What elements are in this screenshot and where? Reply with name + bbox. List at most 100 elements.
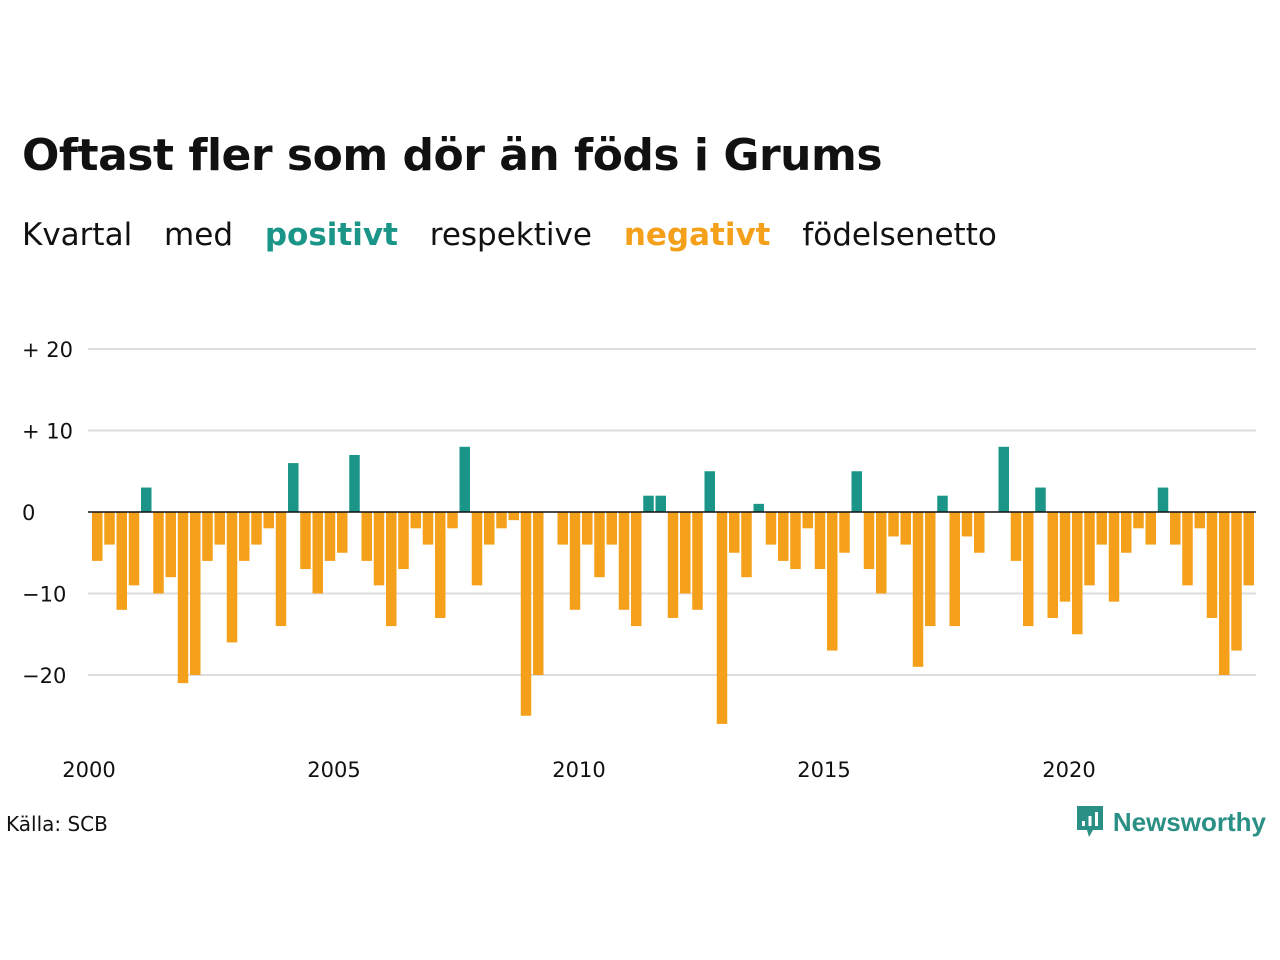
subtitle-positive-label: positivt [264,217,398,253]
bar [851,471,862,512]
bar [520,512,532,716]
bar [1023,512,1034,627]
bar [1096,512,1107,545]
bar [324,512,336,561]
bar [251,512,262,545]
bar [1035,487,1046,512]
bar [790,512,801,570]
bar [961,512,973,537]
bar [1157,487,1169,512]
bar [263,512,274,529]
bar [349,454,360,512]
bar [814,512,826,570]
source-note: Källa: SCB [6,812,108,836]
bar [496,512,507,529]
bar [888,512,899,537]
bar [165,512,176,578]
bar [753,503,764,512]
bar [618,512,630,610]
x-tick-label: 2000 [62,758,115,782]
bar [680,512,691,594]
bar [778,512,789,561]
bar [361,512,372,561]
bar [533,512,544,675]
bar [508,512,519,521]
bar [557,512,568,545]
bar [998,446,1009,512]
bar [190,512,201,675]
bar [116,512,127,610]
brand-name: Newsworthy [1112,806,1266,837]
x-tick-label: 2015 [797,758,850,782]
bar [802,512,813,529]
bar [239,512,250,561]
x-tick-label: 2010 [552,758,605,782]
bar [312,512,323,594]
bar [471,512,483,586]
bar [1206,512,1218,618]
chart-subtitle: Kvartal med positivt respektive negativt… [22,217,1019,253]
bar [912,512,924,667]
bar [337,512,348,553]
bar [300,512,311,570]
bar [288,463,299,512]
bar [373,512,385,586]
bar [1059,512,1071,602]
bar [447,512,458,529]
bar [459,446,470,512]
x-tick-label: 2005 [307,758,360,782]
bar [386,512,397,627]
bar [692,512,703,610]
bar [141,487,152,512]
bar [582,512,593,545]
bar [484,512,495,545]
bar [876,512,887,594]
bar [214,512,225,545]
bar [900,512,911,545]
bar [1170,512,1181,545]
subtitle-text: födelsenetto [802,217,997,253]
bar [974,512,985,553]
bar [202,512,213,561]
bar [667,512,679,618]
bar [1084,512,1095,586]
bar [1231,512,1242,651]
bar-chart: + 20 + 10 0 −10 −20 2000 2005 2010 2015 2020 [22,338,1256,782]
bar [422,512,434,545]
bar [937,495,948,512]
subtitle-negative-label: negativt [623,217,771,253]
bar [1108,512,1120,602]
bar [863,512,875,570]
bar [949,512,960,627]
bar [435,512,446,618]
bar [92,512,103,561]
bar [1182,512,1193,586]
bar [1072,512,1083,635]
bar [704,471,715,512]
bar [1133,512,1144,529]
bar [716,512,728,724]
bar [827,512,838,651]
bar [765,512,777,545]
bar [1047,512,1058,618]
bar [569,512,581,610]
bar [104,512,115,545]
bar [275,512,287,627]
bar [729,512,740,553]
y-tick-label: −10 [22,583,66,607]
bar [643,495,654,512]
bar [1121,512,1132,553]
bar [606,512,617,545]
bar [655,495,666,512]
chart-title: Oftast fler som dör än föds i Grums [22,130,883,181]
x-tick-label: 2020 [1042,758,1095,782]
subtitle-text: respektive [429,217,592,253]
bar [594,512,605,578]
bar [925,512,936,627]
bar [1243,512,1254,586]
bar [226,512,238,643]
bar [177,512,189,684]
bar [631,512,642,627]
bar [410,512,421,529]
bar [1010,512,1022,561]
